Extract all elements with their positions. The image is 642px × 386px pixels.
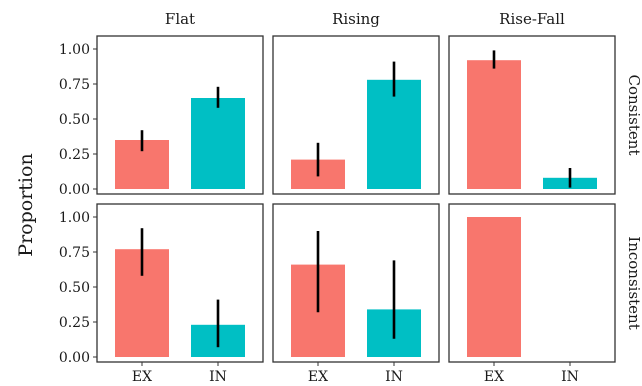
panel-consistent-rising [272,35,440,195]
strip-label-inconsistent: Inconsistent [625,236,642,329]
y-tick-label: 0.50 [59,280,90,296]
panel-consistent-rise-fall [448,35,616,195]
panel-inconsistent-rising: EX IN [272,203,440,385]
x-tick-label-in: IN [209,369,227,385]
panel-consistent-flat: 0.00 0.25 0.50 0.75 1.00 [59,35,264,198]
strip-label-flat: Flat [165,10,195,28]
y-tick-label: 0.00 [59,350,90,366]
y-tick-label: 0.50 [59,112,90,128]
panel-frame [96,203,264,363]
y-tick-label: 0.75 [59,77,90,93]
panel-frame [448,203,616,363]
y-tick-label: 0.75 [59,245,90,261]
x-tick-label-ex: EX [132,369,152,385]
panel-inconsistent-rise-fall: EX IN [448,203,616,385]
panel-frame [96,35,264,195]
x-tick-label-ex: EX [484,369,504,385]
y-tick-label: 0.25 [59,315,90,331]
y-tick-label: 0.00 [59,182,90,198]
panel-frame [448,35,616,195]
strip-label-rise-fall: Rise-Fall [499,10,565,28]
strip-label-rising: Rising [332,10,380,28]
x-tick-label-ex: EX [308,369,328,385]
y-axis-label: Proportion [15,153,37,256]
panel-inconsistent-flat: 0.00 0.25 0.50 0.75 1.00 EX IN [59,203,264,385]
x-tick-label-in: IN [561,369,579,385]
bar-in [367,79,421,189]
y-tick-label: 1.00 [59,42,90,58]
panel-frame [272,35,440,195]
strip-label-consistent: Consistent [625,75,642,156]
bar-in [191,98,245,189]
x-tick-label-in: IN [385,369,403,385]
y-tick-label: 1.00 [59,210,90,226]
bar-ex [467,60,521,190]
panel-frame [272,203,440,363]
facet-panels: Flat Rising Rise-Fall Consistent Inconsisten… [59,10,642,385]
y-tick-label: 0.25 [59,147,90,163]
bar-ex [467,217,521,357]
